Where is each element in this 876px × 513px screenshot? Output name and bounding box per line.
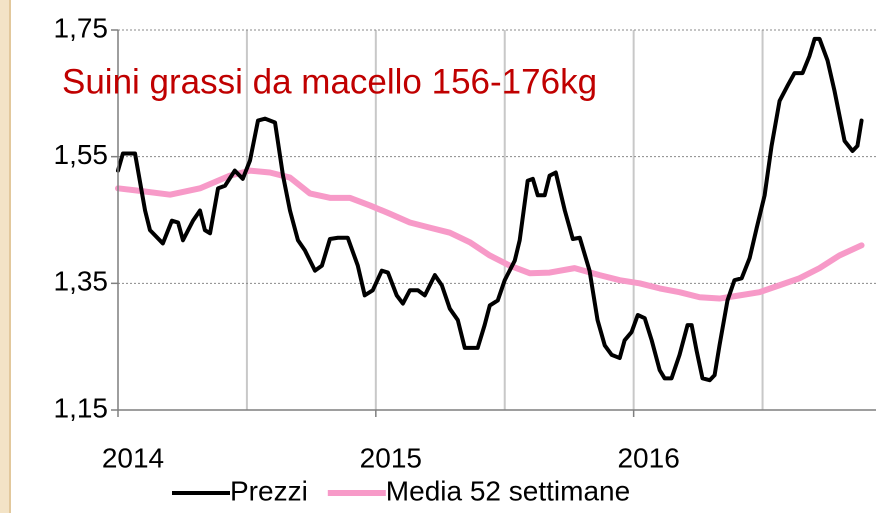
y-tick-label: 1,75	[54, 12, 109, 43]
y-tick-label: 1,35	[54, 266, 109, 297]
legend-label: Media 52 settimane	[386, 475, 630, 506]
axes: 1,15 1,35 1,55 1,75 2014 2015 2016	[54, 12, 876, 473]
x-tick-label: 2015	[360, 442, 422, 473]
x-tick-label: 2016	[617, 442, 679, 473]
chart-title: Suini grassi da macello 156-176kg	[62, 62, 597, 101]
series-line	[116, 36, 864, 383]
grid	[118, 29, 876, 411]
y-tick-label: 1,15	[54, 392, 109, 423]
side-border-edge	[9, 0, 11, 513]
side-border	[0, 0, 9, 513]
y-tick-label: 1,55	[54, 139, 109, 170]
legend: Prezzi Media 52 settimane	[172, 475, 630, 506]
lines	[115, 36, 865, 383]
x-tick-label: 2014	[102, 442, 164, 473]
series-line	[115, 167, 865, 302]
legend-label: Prezzi	[230, 475, 308, 506]
